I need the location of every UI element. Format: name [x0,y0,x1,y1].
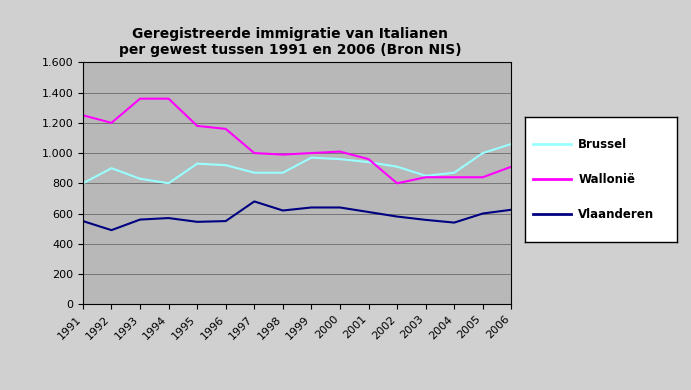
Wallonië [136,96,144,101]
Wallonië [107,121,115,125]
Vlaanderen [422,218,430,222]
Vlaanderen [107,228,115,232]
Vlaanderen [250,199,258,204]
Text: Vlaanderen: Vlaanderen [578,208,654,221]
Vlaanderen [507,207,515,212]
Brussel [79,181,87,186]
Wallonië [479,175,487,179]
Brussel [507,142,515,146]
Vlaanderen [79,219,87,223]
Brussel [278,170,287,175]
Vlaanderen [278,208,287,213]
Wallonië [193,124,201,128]
Brussel [479,151,487,156]
Brussel [393,164,401,169]
Wallonië [364,157,372,161]
Vlaanderen [193,220,201,224]
Brussel [250,170,258,175]
Vlaanderen [307,205,316,210]
Vlaanderen [393,214,401,219]
Wallonië [222,127,230,131]
Wallonië [422,175,430,179]
Vlaanderen [336,205,344,210]
Wallonië [336,149,344,154]
Wallonië [79,113,87,118]
Brussel [193,161,201,166]
Brussel [364,160,372,165]
Text: Wallonië: Wallonië [578,173,635,186]
Wallonië [393,181,401,186]
Vlaanderen [364,210,372,215]
Line: Brussel: Brussel [83,144,511,183]
Brussel [164,181,173,186]
Wallonië [250,151,258,156]
Vlaanderen [450,220,458,225]
Wallonië [278,152,287,157]
Wallonië [164,96,173,101]
Line: Wallonië: Wallonië [83,99,511,183]
Brussel [450,170,458,175]
Brussel [222,163,230,168]
Wallonië [507,164,515,169]
Line: Vlaanderen: Vlaanderen [83,201,511,230]
Wallonië [307,151,316,156]
Brussel [336,157,344,161]
Brussel [307,155,316,160]
Vlaanderen [136,217,144,222]
Vlaanderen [479,211,487,216]
Vlaanderen [164,216,173,220]
Text: Geregistreerde immigratie van Italianen
per gewest tussen 1991 en 2006 (Bron NIS: Geregistreerde immigratie van Italianen … [119,27,462,57]
Vlaanderen [222,219,230,223]
Brussel [107,166,115,170]
Wallonië [450,175,458,179]
Brussel [136,176,144,181]
Text: Brussel: Brussel [578,138,627,151]
Brussel [422,174,430,178]
